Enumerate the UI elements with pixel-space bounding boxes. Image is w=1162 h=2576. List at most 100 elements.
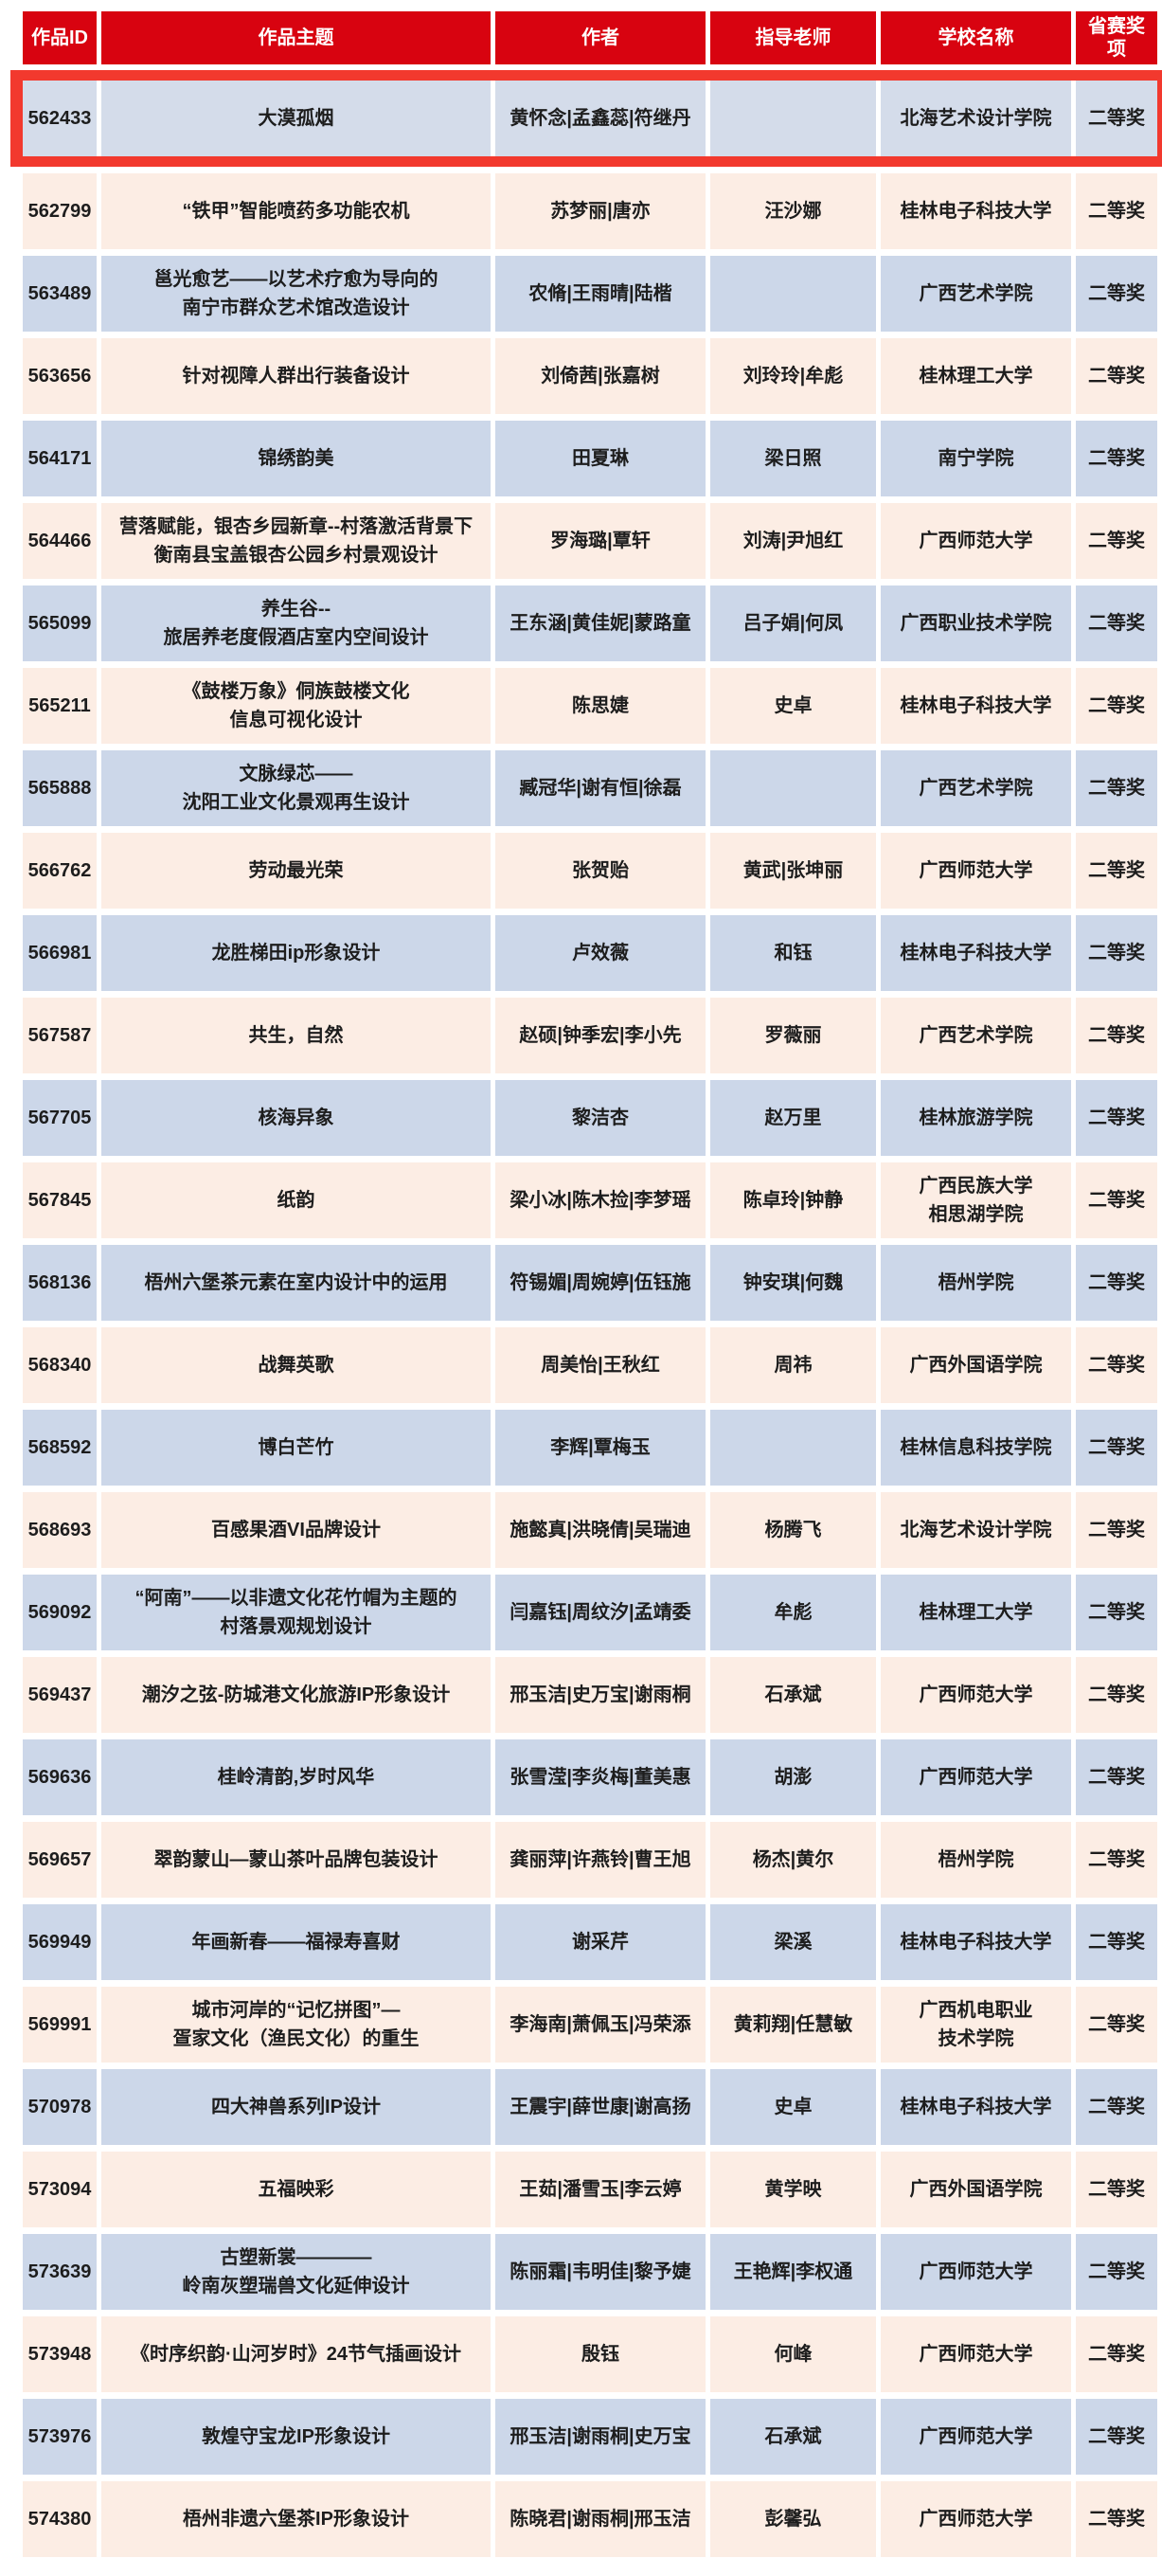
- theme-cell: 《时序织韵·山河岁时》24节气插画设计: [101, 2316, 491, 2392]
- theme-cell: 营落赋能，银杏乡园新章--村落激活背景下 衡南县宝盖银杏公园乡村景观设计: [101, 503, 491, 579]
- school-cell: 广西师范大学: [881, 1657, 1071, 1733]
- school-cell: 广西师范大学: [881, 2481, 1071, 2557]
- award-cell: 二等奖: [1076, 2152, 1157, 2227]
- award-cell: 二等奖: [1076, 1080, 1157, 1156]
- school-cell: 广西艺术学院: [881, 256, 1071, 332]
- advisor-cell: 牟彪: [710, 1575, 876, 1650]
- work-id-cell: 573948: [23, 2316, 97, 2392]
- theme-cell: 战舞英歌: [101, 1327, 491, 1403]
- authors-cell: 张雪滢|李炎梅|董美惠: [495, 1739, 706, 1815]
- work-id-cell: 566762: [23, 833, 97, 909]
- theme-cell: 共生，自然: [101, 998, 491, 1073]
- school-cell: 广西师范大学: [881, 2399, 1071, 2475]
- theme-cell: 纸韵: [101, 1162, 491, 1238]
- work-id-cell: 573094: [23, 2152, 97, 2227]
- school-cell: 广西外国语学院: [881, 2152, 1071, 2227]
- school-cell: 桂林电子科技大学: [881, 173, 1071, 249]
- advisor-cell: 汪沙娜: [710, 173, 876, 249]
- column-header-award: 省赛奖项: [1076, 11, 1157, 64]
- table-row: 565888 文脉绿芯—— 沈阳工业文化景观再生设计 臧冠华|谢有恒|徐磊 广西艺术学…: [23, 750, 1157, 826]
- column-header-work-id: 作品ID: [23, 11, 97, 64]
- column-header-advisor: 指导老师: [710, 11, 876, 64]
- theme-cell: 针对视障人群出行装备设计: [101, 338, 491, 414]
- work-id-cell: 562799: [23, 173, 97, 249]
- theme-cell: “铁甲”智能喷药多功能农机: [101, 173, 491, 249]
- award-cell: 二等奖: [1076, 915, 1157, 991]
- award-cell: 二等奖: [1076, 1739, 1157, 1815]
- school-cell: 广西师范大学: [881, 503, 1071, 579]
- table-row: 566762 劳动最光荣 张贺贻 黄武|张坤丽 广西师范大学 二等奖: [23, 833, 1157, 909]
- theme-cell: 五福映彩: [101, 2152, 491, 2227]
- work-id-cell: 567845: [23, 1162, 97, 1238]
- award-cell: 二等奖: [1076, 1657, 1157, 1733]
- work-id-cell: 562433: [23, 81, 97, 156]
- award-cell: 二等奖: [1076, 81, 1157, 156]
- highlight-band: 562433 大漠孤烟 黄怀念|孟鑫蕊|符继丹 北海艺术设计学院 二等奖: [10, 70, 1162, 167]
- table-row: 573948 《时序织韵·山河岁时》24节气插画设计 殷钰 何峰 广西师范大学 二等奖: [23, 2316, 1157, 2392]
- theme-cell: 梧州非遗六堡茶IP形象设计: [101, 2481, 491, 2557]
- authors-cell: 陈晓君|谢雨桐|邢玉洁: [495, 2481, 706, 2557]
- award-cell: 二等奖: [1076, 1575, 1157, 1650]
- advisor-cell: 石承斌: [710, 1657, 876, 1733]
- table-row: 570978 四大神兽系列IP设计 王震宇|薛世康|谢高扬 史卓 桂林电子科技大学 二等奖: [23, 2069, 1157, 2145]
- advisor-cell: 王艳辉|李权通: [710, 2234, 876, 2310]
- authors-cell: 田夏琳: [495, 421, 706, 496]
- school-cell: 桂林旅游学院: [881, 1080, 1071, 1156]
- table-row: 565099 养生谷-- 旅居养老度假酒店室内空间设计 王东涵|黄佳妮|蒙路童 吕子娟…: [23, 585, 1157, 661]
- theme-cell: 四大神兽系列IP设计: [101, 2069, 491, 2145]
- theme-cell: “阿南”——以非遗文化花竹帽为主题的 村落景观规划设计: [101, 1575, 491, 1650]
- authors-cell: 李辉|覃梅玉: [495, 1410, 706, 1486]
- work-id-cell: 565099: [23, 585, 97, 661]
- advisor-cell: 罗薇丽: [710, 998, 876, 1073]
- advisor-cell: 杨杰|黄尔: [710, 1822, 876, 1898]
- advisor-cell: 胡澎: [710, 1739, 876, 1815]
- advisor-cell: 陈卓玲|钟静: [710, 1162, 876, 1238]
- award-cell: 二等奖: [1076, 668, 1157, 744]
- award-cell: 二等奖: [1076, 338, 1157, 414]
- authors-cell: 陈丽霜|韦明佳|黎予婕: [495, 2234, 706, 2310]
- theme-cell: 古塑新裳———— 岭南灰塑瑞兽文化延伸设计: [101, 2234, 491, 2310]
- school-cell: 广西师范大学: [881, 833, 1071, 909]
- theme-cell: 龙胜梯田ip形象设计: [101, 915, 491, 991]
- school-cell: 桂林电子科技大学: [881, 1904, 1071, 1980]
- work-id-cell: 573639: [23, 2234, 97, 2310]
- award-cell: 二等奖: [1076, 256, 1157, 332]
- theme-cell: 年画新春——福禄寿喜财: [101, 1904, 491, 1980]
- advisor-cell: 钟安琪|何魏: [710, 1245, 876, 1321]
- table-row: 563656 针对视障人群出行装备设计 刘倚茜|张嘉树 刘玲玲|牟彪 桂林理工大学 二等奖: [23, 338, 1157, 414]
- column-header-school: 学校名称: [881, 11, 1071, 64]
- column-header-theme: 作品主题: [101, 11, 491, 64]
- awards-page: 作品ID 作品主题 作者 指导老师 学校名称 省赛奖项 562433 大漠孤烟 黄怀…: [10, 11, 1162, 2557]
- advisor-cell: 史卓: [710, 2069, 876, 2145]
- table-row: 569437 潮汐之弦-防城港文化旅游IP形象设计 邢玉洁|史万宝|谢雨桐 石承斌 广西…: [23, 1657, 1157, 1733]
- award-cell: 二等奖: [1076, 998, 1157, 1073]
- authors-cell: 施懿真|洪晓倩|吴瑞迪: [495, 1492, 706, 1568]
- theme-cell: 养生谷-- 旅居养老度假酒店室内空间设计: [101, 585, 491, 661]
- authors-cell: 农脩|王雨晴|陆楷: [495, 256, 706, 332]
- work-id-cell: 566981: [23, 915, 97, 991]
- table-row: 567705 核海异象 黎洁杏 赵万里 桂林旅游学院 二等奖: [23, 1080, 1157, 1156]
- work-id-cell: 570978: [23, 2069, 97, 2145]
- authors-cell: 符锡媚|周婉婷|伍钰施: [495, 1245, 706, 1321]
- table-row: 569657 翠韵蒙山—蒙山茶叶品牌包装设计 龚丽萍|许燕铃|曹王旭 杨杰|黄尔 梧州学…: [23, 1822, 1157, 1898]
- advisor-cell: 杨腾飞: [710, 1492, 876, 1568]
- authors-cell: 王茹|潘雪玉|李云婷: [495, 2152, 706, 2227]
- authors-cell: 邢玉洁|史万宝|谢雨桐: [495, 1657, 706, 1733]
- school-cell: 梧州学院: [881, 1822, 1071, 1898]
- advisor-cell: 刘玲玲|牟彪: [710, 338, 876, 414]
- work-id-cell: 563489: [23, 256, 97, 332]
- table-row: 573094 五福映彩 王茹|潘雪玉|李云婷 黄学映 广西外国语学院 二等奖: [23, 2152, 1157, 2227]
- work-id-cell: 567587: [23, 998, 97, 1073]
- advisor-cell: 刘涛|尹旭红: [710, 503, 876, 579]
- authors-cell: 臧冠华|谢有恒|徐磊: [495, 750, 706, 826]
- award-cell: 二等奖: [1076, 585, 1157, 661]
- work-id-cell: 569092: [23, 1575, 97, 1650]
- award-cell: 二等奖: [1076, 2316, 1157, 2392]
- table-row: 568136 梧州六堡茶元素在室内设计中的运用 符锡媚|周婉婷|伍钰施 钟安琪|何魏梧…: [23, 1245, 1157, 1321]
- advisor-cell: 梁溪: [710, 1904, 876, 1980]
- authors-cell: 梁小冰|陈木捡|李梦瑶: [495, 1162, 706, 1238]
- authors-cell: 李海南|萧佩玉|冯荣添: [495, 1987, 706, 2063]
- advisor-cell: 石承斌: [710, 2399, 876, 2475]
- advisor-cell: 彭馨弘: [710, 2481, 876, 2557]
- authors-cell: 陈思婕: [495, 668, 706, 744]
